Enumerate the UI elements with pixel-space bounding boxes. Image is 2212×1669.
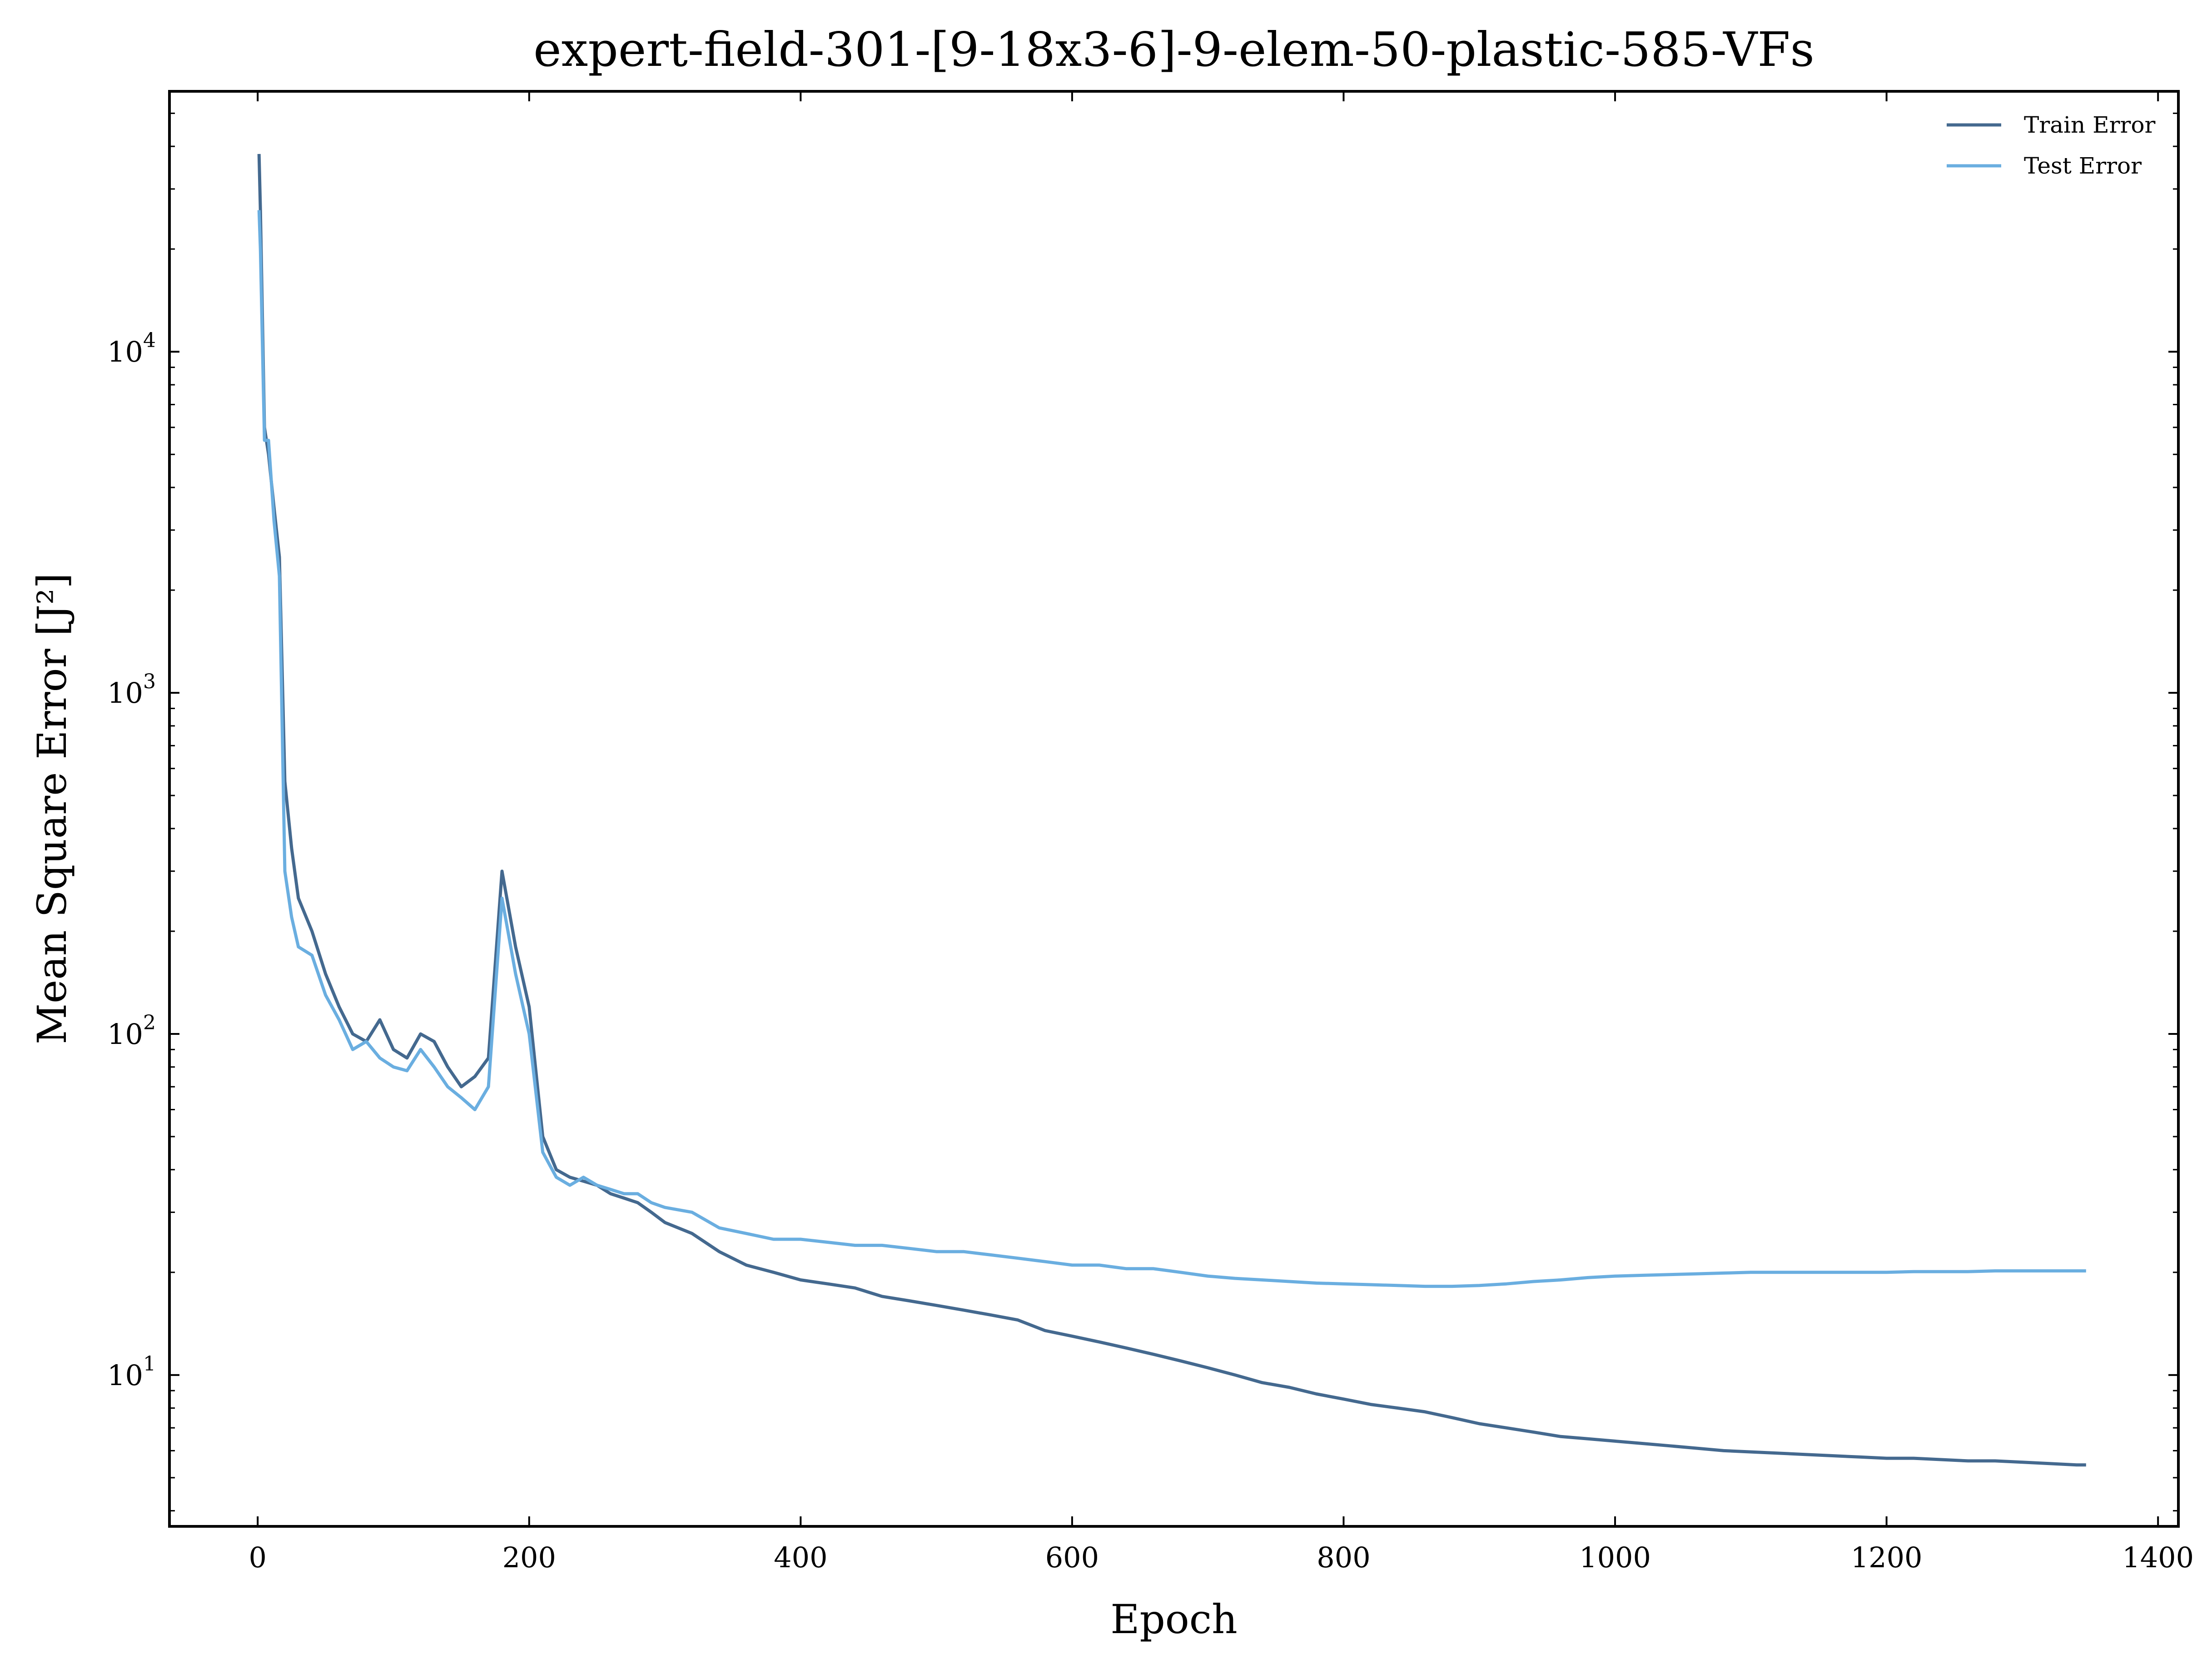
- x-tick-label: 1400: [2122, 1541, 2194, 1574]
- x-tick-label: 400: [774, 1541, 827, 1574]
- legend: Train Error Test Error: [1947, 112, 2156, 179]
- x-tick-label: 0: [249, 1541, 266, 1574]
- y-tick-label: 101: [107, 1352, 156, 1392]
- series-line-train-error: [257, 154, 2086, 1467]
- y-axis: 101 102 103 104: [107, 112, 2178, 1512]
- x-tick-label: 600: [1045, 1541, 1099, 1574]
- legend-label: Train Error: [2024, 112, 2156, 138]
- y-tick-label: 102: [107, 1011, 156, 1051]
- series-line-test-error: [257, 210, 2086, 1288]
- x-tick-label: 800: [1317, 1541, 1370, 1574]
- legend-label: Test Error: [2024, 153, 2142, 179]
- plot-frame: [168, 90, 2180, 1528]
- x-tick-label: 1200: [1851, 1541, 1923, 1574]
- x-axis-label: Epoch: [1110, 1596, 1238, 1643]
- series-layer: [257, 154, 2086, 1467]
- x-axis: 0 200 400 600 800 1000 1200 1400: [249, 91, 2194, 1574]
- chart-title: expert-field-301-[9-18x3-6]-9-elem-50-pl…: [533, 22, 1814, 77]
- y-axis-label: Mean Square Error [J²]: [29, 573, 75, 1044]
- x-tick-label: 200: [502, 1541, 556, 1574]
- y-tick-label: 104: [107, 329, 156, 368]
- x-tick-label: 1000: [1579, 1541, 1651, 1574]
- y-tick-label: 103: [107, 670, 156, 710]
